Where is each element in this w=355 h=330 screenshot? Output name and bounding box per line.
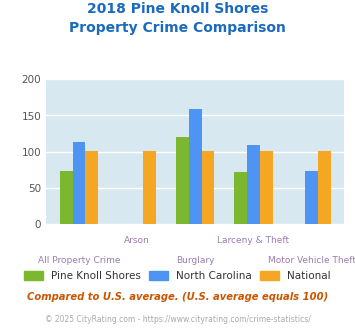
Text: Burglary: Burglary	[176, 256, 214, 265]
Bar	[234, 172, 247, 224]
Bar	[318, 151, 331, 224]
Text: © 2025 CityRating.com - https://www.cityrating.com/crime-statistics/: © 2025 CityRating.com - https://www.city…	[45, 315, 310, 324]
Bar	[260, 151, 273, 224]
Text: 2018 Pine Knoll Shores: 2018 Pine Knoll Shores	[87, 2, 268, 16]
Text: Motor Vehicle Theft: Motor Vehicle Theft	[268, 256, 355, 265]
Text: Compared to U.S. average. (U.S. average equals 100): Compared to U.S. average. (U.S. average …	[27, 292, 328, 302]
Bar	[305, 171, 318, 224]
Bar	[143, 151, 156, 224]
Bar	[247, 145, 260, 224]
Text: Arson: Arson	[124, 236, 150, 245]
Text: Larceny & Theft: Larceny & Theft	[217, 236, 289, 245]
Text: Property Crime Comparison: Property Crime Comparison	[69, 21, 286, 35]
Text: All Property Crime: All Property Crime	[38, 256, 120, 265]
Bar	[202, 151, 214, 224]
Bar	[60, 171, 72, 224]
Bar	[72, 142, 85, 224]
Bar	[176, 137, 189, 224]
Bar	[85, 151, 98, 224]
Bar	[189, 109, 202, 224]
Legend: Pine Knoll Shores, North Carolina, National: Pine Knoll Shores, North Carolina, Natio…	[24, 271, 331, 281]
